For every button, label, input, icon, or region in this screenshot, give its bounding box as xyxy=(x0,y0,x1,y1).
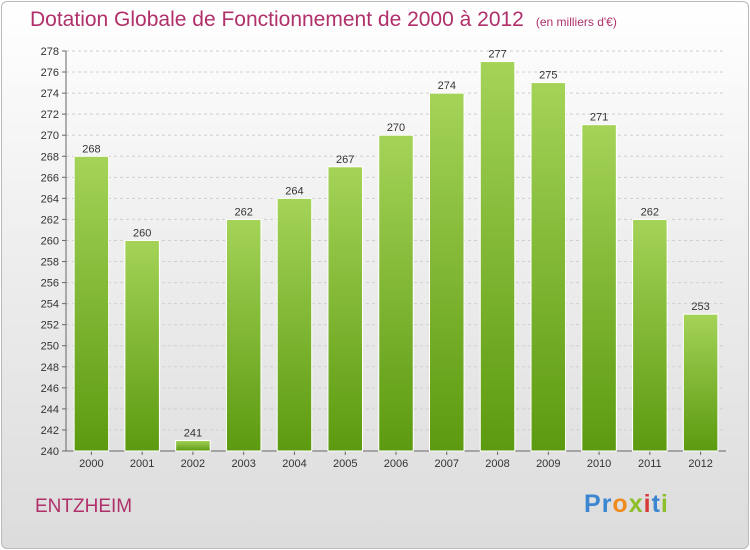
y-tick-label: 278 xyxy=(41,46,59,58)
logo-letter: r xyxy=(601,490,613,518)
data-label: 264 xyxy=(285,185,303,197)
y-tick-label: 246 xyxy=(41,383,59,395)
y-tick-label: 270 xyxy=(41,130,59,142)
y-tick-label: 254 xyxy=(41,299,59,311)
bar xyxy=(581,124,617,452)
x-tick-label: 2005 xyxy=(333,458,357,470)
bar xyxy=(530,82,567,452)
x-tick-label: 2002 xyxy=(181,458,205,470)
data-label: 270 xyxy=(387,122,405,134)
logo-letter: x xyxy=(628,490,644,518)
bar xyxy=(682,313,719,452)
bar xyxy=(327,166,363,452)
logo-letter: i xyxy=(643,490,652,518)
x-tick-label: 2009 xyxy=(536,458,560,470)
x-tick-label: 2003 xyxy=(231,458,255,470)
bar xyxy=(175,439,211,452)
x-tick-label: 2010 xyxy=(587,458,611,470)
data-label: 241 xyxy=(184,427,202,439)
proxiti-logo: Proxiti xyxy=(584,490,669,519)
data-label: 267 xyxy=(336,154,354,166)
x-tick-label: 2001 xyxy=(130,458,154,470)
x-tick-label: 2008 xyxy=(485,458,509,470)
logo-letter: o xyxy=(612,490,629,518)
x-tick-label: 2007 xyxy=(435,458,459,470)
data-label: 271 xyxy=(590,112,608,124)
logo-letter: t xyxy=(651,490,661,518)
y-tick-label: 242 xyxy=(41,425,59,437)
bar xyxy=(632,218,668,452)
y-tick-label: 268 xyxy=(41,151,59,163)
data-label: 262 xyxy=(641,206,659,218)
y-tick-label: 248 xyxy=(41,362,59,374)
y-tick-label: 252 xyxy=(41,320,59,332)
data-label: 260 xyxy=(133,227,151,239)
bar xyxy=(73,155,110,452)
data-label: 262 xyxy=(235,206,253,218)
x-tick-label: 2012 xyxy=(688,458,712,470)
logo-letter: P xyxy=(584,490,602,518)
x-tick-label: 2004 xyxy=(282,458,306,470)
data-label: 274 xyxy=(438,80,456,92)
axes: 2402422442462482502522542562582602622642… xyxy=(41,46,726,470)
bar xyxy=(124,239,160,452)
logo-letter: i xyxy=(660,490,669,518)
bar xyxy=(378,134,414,452)
y-tick-label: 264 xyxy=(41,193,59,205)
y-tick-label: 274 xyxy=(41,88,59,100)
unit-label: (en milliers d'€) xyxy=(535,15,617,29)
data-label: 275 xyxy=(539,70,557,82)
y-tick-label: 262 xyxy=(41,214,59,226)
y-tick-label: 250 xyxy=(41,341,59,353)
data-label: 253 xyxy=(691,301,709,313)
bar xyxy=(479,61,516,452)
y-tick-label: 240 xyxy=(41,446,59,458)
x-tick-label: 2006 xyxy=(384,458,408,470)
x-tick-label: 2011 xyxy=(638,458,662,470)
bar xyxy=(429,92,465,452)
y-tick-label: 258 xyxy=(41,257,59,269)
y-tick-label: 272 xyxy=(41,109,59,121)
data-label: 268 xyxy=(82,143,100,155)
data-labels: 268 260 241 262 264 267 270 274 277 275 271 262 253 xyxy=(82,49,710,440)
bars xyxy=(73,61,719,452)
chart-title: Dotation Globale de Fonctionnement de 20… xyxy=(30,8,617,32)
y-tick-label: 276 xyxy=(41,67,59,79)
bar xyxy=(225,218,262,452)
bar xyxy=(276,197,313,452)
data-label: 277 xyxy=(488,49,506,61)
y-tick-label: 244 xyxy=(41,404,59,416)
commune-name: ENTZHEIM xyxy=(35,496,133,517)
y-tick-label: 256 xyxy=(41,278,59,290)
title-text: Dotation Globale de Fonctionnement de 20… xyxy=(30,8,524,31)
y-tick-label: 260 xyxy=(41,235,59,247)
x-tick-label: 2000 xyxy=(79,458,103,470)
y-tick-label: 266 xyxy=(41,172,59,184)
